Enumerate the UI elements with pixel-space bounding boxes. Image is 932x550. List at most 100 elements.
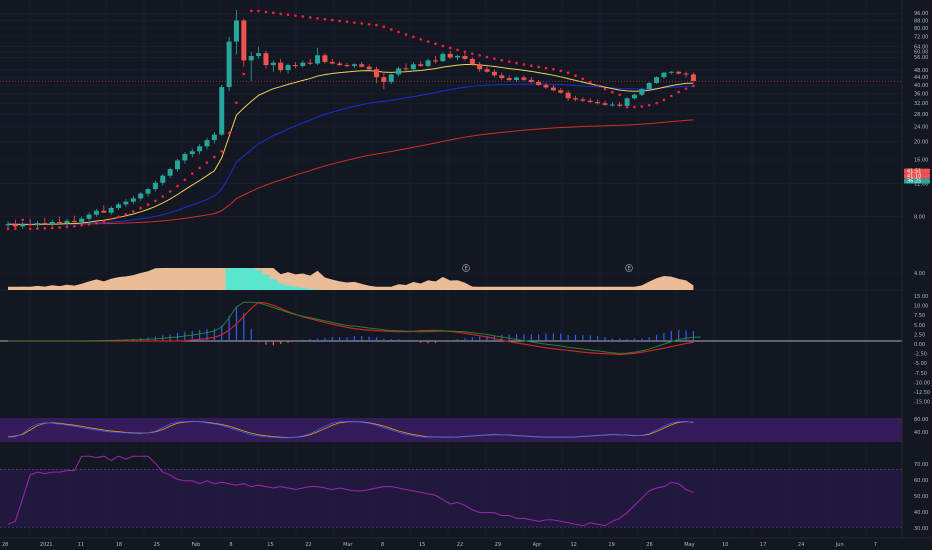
time-axis[interactable]: 28 2021 11 18 25 Feb 8 15 22 Mar 8 15 22 29 Apr 12 19 26 M… [0, 537, 932, 548]
candle-body [491, 71, 497, 76]
candlestick-series[interactable] [5, 10, 696, 229]
candle-body [602, 103, 608, 105]
sar-dot [14, 227, 17, 230]
sar-dot [50, 226, 54, 230]
sar-dot [426, 40, 430, 43]
candle-body [256, 53, 262, 56]
sar-dot [537, 65, 540, 69]
candle-body [27, 224, 33, 226]
volume-spike-bar [306, 288, 314, 290]
sar-dot [382, 25, 386, 29]
sar-dot [670, 94, 673, 98]
rsi-tick-label: 50.00 [914, 494, 928, 500]
candle-body [683, 73, 689, 75]
candle-body [42, 223, 48, 225]
sar-dot [463, 50, 467, 54]
sar-dot [198, 166, 201, 170]
candle-body [57, 221, 63, 224]
sar-dot [522, 63, 526, 66]
time-tick-label: Mar [343, 542, 353, 548]
candle-body [197, 146, 203, 152]
sar-dot [397, 30, 400, 34]
sar-dot [220, 150, 224, 153]
candle-body [587, 100, 593, 102]
candle-body [329, 61, 335, 64]
candle-body [226, 41, 232, 88]
candle-body [263, 53, 269, 66]
last-price-tag [904, 178, 930, 184]
volume-spike-bar [299, 287, 307, 290]
candle-body [123, 201, 129, 205]
candle-body [233, 20, 239, 42]
earnings-marker-label: E [465, 266, 468, 272]
candle-body [351, 64, 357, 66]
sar-dot [301, 15, 305, 18]
ma-mid-line [7, 83, 694, 225]
candle-body [79, 218, 85, 222]
sar-dot [227, 131, 231, 135]
time-tick-label: 8 [381, 542, 384, 548]
sar-dot [168, 190, 172, 193]
sar-dot [183, 178, 187, 182]
candle-body [506, 78, 512, 81]
sar-dot [618, 93, 622, 97]
candle-body [543, 84, 549, 88]
sar-dot [109, 217, 113, 221]
price-tick-label: 40.00 [914, 83, 928, 89]
sar-dot [544, 66, 548, 70]
volume-spike-bar [277, 283, 285, 290]
candle-body [595, 101, 601, 104]
price-tick-label: 80.00 [914, 26, 928, 32]
candle-body [432, 60, 438, 62]
sar-dot [235, 101, 238, 105]
sar-dot [21, 218, 25, 222]
candle-body [5, 224, 11, 226]
sar-dot [662, 98, 666, 102]
candle-body [676, 71, 682, 74]
candle-body [108, 207, 114, 213]
candle-body [477, 64, 483, 70]
sar-dot [375, 23, 378, 27]
candle-body [550, 87, 556, 91]
sar-dot [124, 213, 128, 216]
candle-body [528, 79, 534, 82]
rsi-panel [0, 455, 902, 528]
price-tick-label: 32.00 [914, 101, 928, 107]
candle-body [71, 220, 77, 222]
macd-tick-label: -15.00 [914, 400, 930, 406]
time-tick-label: 10 [722, 542, 728, 548]
sar-dot [640, 105, 644, 108]
sar-dot [338, 19, 341, 23]
candle-body [668, 71, 674, 73]
candle-body [49, 221, 55, 225]
candle-body [86, 214, 92, 219]
stochastic-panel [0, 418, 902, 442]
sar-dot [581, 77, 585, 81]
volume-spike-bar [291, 286, 300, 290]
sar-dot [603, 87, 607, 91]
candle-body [690, 74, 696, 82]
price-axis[interactable]: 96.0088.0080.0072.0064.0060.0056.0048.00… [901, 0, 930, 538]
macd-tick-label: 5.00 [914, 323, 925, 329]
earnings-marker [625, 264, 633, 272]
parabolic-sar-dots [6, 9, 695, 231]
sar-dot [566, 71, 570, 75]
volume-spike-bar [225, 268, 233, 290]
sar-dot [213, 155, 216, 159]
sar-dot [478, 54, 481, 57]
price-tick-label: 44.00 [914, 75, 928, 81]
sar-dot [80, 223, 83, 227]
macd-tick-label: 2.50 [914, 332, 925, 338]
sar-dot [249, 9, 253, 13]
sar-dot [529, 64, 533, 68]
candle-body [624, 98, 630, 106]
price-tick-label: 8.00 [914, 214, 925, 220]
candle-body [418, 64, 424, 66]
sar-dot [441, 44, 445, 48]
sar-dot [102, 220, 106, 223]
sar-dot [419, 38, 423, 41]
candle-body [617, 104, 623, 106]
macd-tick-label: 15.00 [914, 294, 928, 300]
